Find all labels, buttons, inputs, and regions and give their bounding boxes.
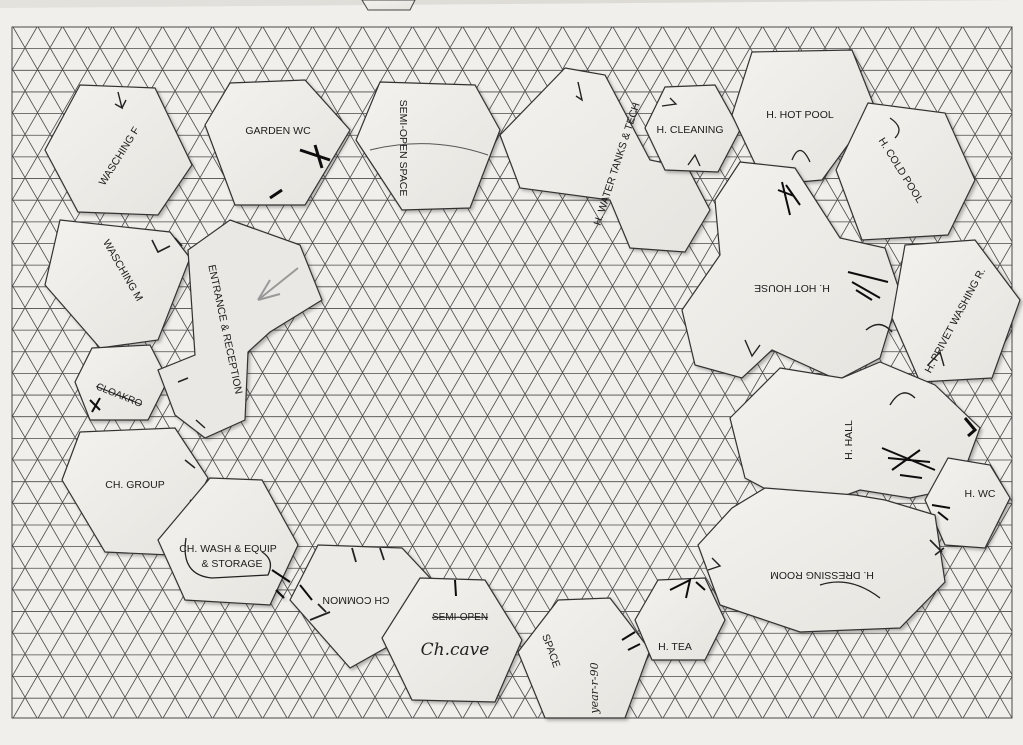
door-mark <box>963 417 978 438</box>
piece-ch-cave[interactable]: SEMI-OPEN Ch.cave <box>381 577 523 703</box>
pencil-arrow-mark <box>707 557 722 571</box>
door-mark <box>89 397 101 413</box>
piece-label: H. HOT POOL <box>766 109 834 121</box>
pencil-arrow-mark <box>114 91 127 110</box>
door-mark <box>454 579 457 597</box>
piece-cleaning[interactable]: H. CLEANING <box>644 84 741 173</box>
handwritten-label: year-r-90 <box>588 662 601 714</box>
pencil-arrow-mark <box>889 117 900 139</box>
piece-label: H. TEA <box>658 641 692 653</box>
door-mark <box>269 144 331 200</box>
door-mark <box>777 181 801 216</box>
pencil-arrow-mark <box>151 237 183 254</box>
pencil-arrow-mark <box>744 339 761 358</box>
pencil-arrow-mark <box>661 97 701 167</box>
piece-year-round-space[interactable]: SPACE year-r-90 <box>517 597 651 719</box>
piece-semi-open-space[interactable]: SEMI-OPEN SPACE <box>355 81 501 211</box>
door-mark <box>881 447 936 479</box>
door-mark <box>309 547 385 621</box>
piece-washing-f[interactable]: WASCHING F <box>44 84 193 216</box>
pencil-sketch-arrow <box>257 267 299 301</box>
piece-cold-pool[interactable]: H. COLD POOL <box>835 102 976 241</box>
piece-label: GARDEN WC <box>245 125 311 137</box>
piece-hall[interactable]: H. HALL <box>729 361 981 511</box>
piece-entrance-reception[interactable]: ENTRANCE & RECEPTION <box>157 219 323 439</box>
piece-label: H. CLEANING <box>656 124 723 136</box>
door-mark <box>669 578 706 599</box>
door-mark <box>271 569 291 599</box>
piece-label: & STORAGE <box>201 558 262 570</box>
piece-ch-wash-equip-storage[interactable]: CH. WASH & EQUIP & STORAGE <box>157 477 299 606</box>
piece-garden-wc[interactable]: GARDEN WC <box>204 79 351 206</box>
handwritten-label: Ch.cave <box>421 640 490 660</box>
pencil-loop <box>184 537 272 579</box>
piece-cloakroom[interactable]: CLOAKRO <box>74 344 169 421</box>
piece-label: SEMI-OPEN SPACE <box>397 100 409 197</box>
piece-label-struck: SEMI-OPEN <box>432 612 488 623</box>
piece-washing-m[interactable]: WASCHING M <box>44 219 191 349</box>
piece-privet-washing[interactable]: H. PRIVET WASHING R. <box>891 239 1021 383</box>
door-mark <box>621 631 641 651</box>
door-mark <box>847 271 889 301</box>
pencil-arrow-mark <box>575 81 584 102</box>
pencil-arrow-mark <box>791 149 811 163</box>
pencil-arrow-mark <box>865 323 893 333</box>
piece-hot-pool[interactable]: H. HOT POOL <box>731 49 876 186</box>
pencil-arc <box>819 581 881 599</box>
piece-dressing-room[interactable]: H. DRESSING ROOM <box>697 487 946 633</box>
pencil-arc <box>369 143 489 156</box>
pencil-arrow-mark <box>927 350 945 367</box>
door-mark <box>929 539 945 556</box>
paper-scrap-top <box>361 0 416 11</box>
piece-label: H. WC <box>965 488 996 500</box>
piece-label: H. HOT HOUSE <box>754 282 830 294</box>
door-mark <box>931 504 951 521</box>
piece-water-tanks-tech[interactable]: H. WATER TANKS & TECH <box>499 67 711 253</box>
pencil-arrow-mark <box>889 392 916 406</box>
piece-label: CH. GROUP <box>105 479 165 491</box>
door-mark <box>177 377 206 429</box>
door-mark <box>299 584 313 601</box>
piece-label: H. DRESSING ROOM <box>770 569 874 581</box>
piece-label: H. HALL <box>843 420 855 460</box>
piece-wc[interactable]: H. WC <box>924 457 1011 549</box>
piece-tea[interactable]: H. TEA <box>634 577 726 661</box>
piece-label: CH. WASH & EQUIP <box>179 543 277 555</box>
piece-hot-house[interactable]: H. HOT HOUSE <box>681 161 901 381</box>
piece-label: CH COMMON <box>322 594 389 606</box>
